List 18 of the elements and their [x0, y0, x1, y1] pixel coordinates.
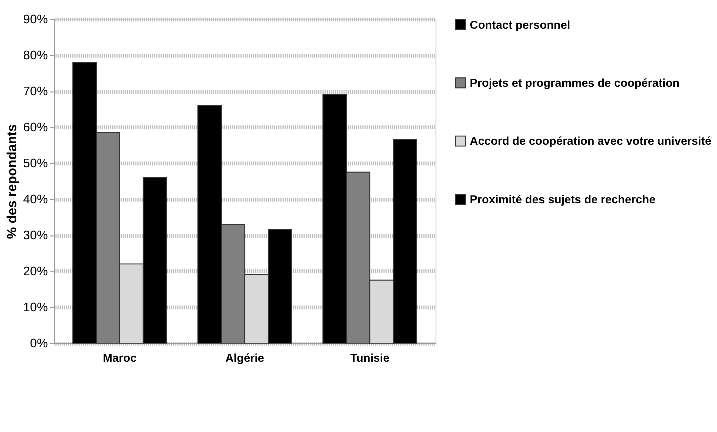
y-tick-label: 10% — [23, 300, 48, 315]
y-tick-label: 40% — [23, 192, 48, 207]
x-tick-label: Maroc — [103, 353, 138, 366]
y-tick-label: 80% — [23, 48, 48, 63]
y-tick-label: 70% — [23, 84, 48, 99]
y-tick-label: 0% — [30, 336, 48, 351]
legend-label: Proximité des sujets de recherche — [470, 194, 656, 206]
x-tick-label: Algérie — [226, 353, 264, 366]
legend-label: Accord de coopération avec votre université — [470, 136, 712, 148]
legend-label: Contact personnel — [470, 20, 570, 32]
y-tick-label: 60% — [23, 120, 48, 135]
legend-label: Projets et programmes de coopération — [470, 78, 680, 90]
y-tick-label: 50% — [23, 156, 48, 171]
y-tick-label: 20% — [23, 264, 48, 279]
x-tick-label: Tunisie — [350, 353, 390, 366]
y-tick-label: 30% — [23, 228, 48, 243]
y-tick-label: 90% — [23, 12, 48, 27]
y-axis-title: % des repondants — [4, 124, 20, 240]
